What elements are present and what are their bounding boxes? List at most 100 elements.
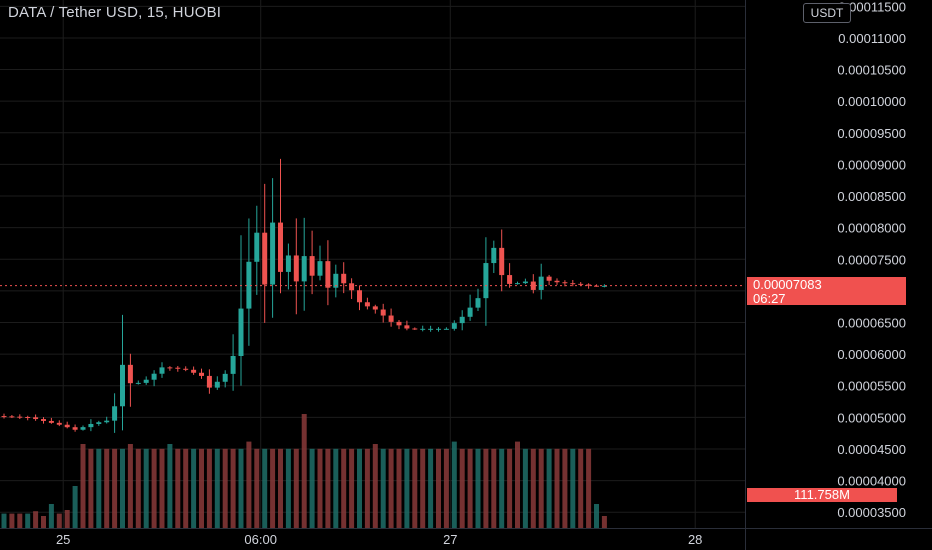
volume-bar: [499, 448, 505, 528]
y-tick-label: 0.00006000: [837, 347, 906, 362]
candle-body: [254, 232, 260, 262]
candle-body: [467, 307, 473, 317]
volume-bar: [333, 448, 339, 528]
volume-bar: [293, 448, 299, 528]
candle-body: [112, 406, 118, 421]
volume-bar: [191, 448, 197, 528]
candle-body: [270, 222, 276, 285]
volume-bar: [309, 448, 315, 528]
volume-bar: [570, 448, 576, 528]
volume-bar: [601, 516, 607, 528]
volume-bar: [88, 448, 94, 528]
candle-body: [443, 328, 449, 330]
candle-body: [594, 285, 599, 287]
volume-bar: [80, 444, 86, 528]
candle-body: [230, 356, 236, 374]
candle-body: [33, 417, 39, 420]
volume-bar: [167, 444, 173, 528]
candle-body: [420, 328, 426, 330]
candle-body: [159, 367, 165, 374]
time-axis[interactable]: 25 06:00 27 28: [56, 532, 702, 547]
candle-body: [72, 427, 78, 430]
volume-bar: [341, 448, 347, 528]
volume-bar: [96, 448, 102, 528]
volume-bar: [56, 513, 62, 528]
y-tick-label: 0.00007500: [837, 252, 906, 267]
candle-body: [199, 372, 204, 376]
volume-bar: [127, 444, 133, 528]
candle-body: [278, 222, 283, 272]
volume-bar: [143, 448, 149, 528]
candle-body: [522, 281, 528, 284]
last-price-value: 0.00007083: [753, 277, 822, 292]
y-tick-label: 0.00011500: [838, 0, 906, 14]
volume-bar: [325, 448, 331, 528]
candle-body: [56, 422, 62, 425]
volume-bar: [546, 448, 552, 528]
currency-badge[interactable]: USDT: [803, 3, 851, 23]
volume-bar: [594, 504, 599, 528]
volume-bar: [578, 448, 584, 528]
volume-bar: [199, 448, 204, 528]
candle-body: [17, 416, 23, 418]
volume-bar: [206, 448, 212, 528]
volume-bar: [507, 448, 513, 528]
volume-bar: [380, 448, 386, 528]
candle-body: [357, 290, 362, 303]
candle-body: [104, 420, 110, 423]
candle-body: [372, 306, 378, 310]
volume-bar: [222, 448, 228, 528]
volume-bars: [1, 414, 607, 528]
candle-body: [41, 419, 46, 421]
candle-body: [127, 364, 133, 384]
volume-bar: [270, 448, 276, 528]
candle-body: [341, 273, 347, 284]
volume-bar: [41, 516, 46, 528]
y-tick-label: 0.00008000: [837, 221, 906, 236]
candle-body: [412, 328, 418, 330]
volume-bar: [586, 448, 592, 528]
candle-body: [570, 283, 576, 285]
candle-body: [388, 315, 394, 322]
candle-body: [586, 284, 592, 286]
y-tick-label: 0.00010500: [837, 63, 906, 78]
volume-bar: [388, 448, 394, 528]
y-tick-label: 0.00010000: [837, 94, 906, 109]
volume-bar: [48, 504, 54, 528]
y-tick-label: 0.00011000: [838, 31, 906, 46]
last-price-tag: 0.00007083 06:27: [747, 277, 906, 306]
volume-bar: [246, 441, 252, 528]
candle-body: [451, 323, 457, 329]
volume-bar: [396, 448, 402, 528]
candle-body: [396, 321, 402, 326]
candle-body: [88, 423, 94, 428]
volume-bar: [491, 448, 497, 528]
candlesticks: [1, 158, 607, 433]
x-tick-label: 06:00: [244, 532, 277, 547]
volume-bar: [104, 448, 110, 528]
volume-bar: [562, 448, 568, 528]
candle-body: [349, 283, 355, 291]
candle-body: [459, 316, 465, 324]
volume-bar: [17, 513, 23, 528]
candle-body: [25, 416, 31, 418]
candle-body: [538, 276, 544, 290]
volume-bar: [112, 448, 118, 528]
symbol-title[interactable]: DATA / Tether USD, 15, HUOBI: [8, 4, 222, 21]
volume-bar: [1, 513, 7, 528]
candle-body: [222, 373, 228, 382]
volume-bar: [214, 448, 220, 528]
volume-bar: [317, 448, 323, 528]
candle-body: [562, 282, 568, 284]
volume-bar: [420, 448, 426, 528]
candle-body: [9, 416, 15, 418]
volume-bar: [554, 448, 560, 528]
volume-bar: [404, 448, 410, 528]
volume-bar: [64, 510, 70, 528]
volume-bar: [436, 448, 441, 528]
price-axis[interactable]: 0.00011500 0.00011000 0.00010500 0.00010000…: [837, 0, 906, 520]
candle-body: [120, 364, 125, 407]
volume-bar: [467, 448, 473, 528]
y-tick-label: 0.00003500: [837, 505, 906, 520]
